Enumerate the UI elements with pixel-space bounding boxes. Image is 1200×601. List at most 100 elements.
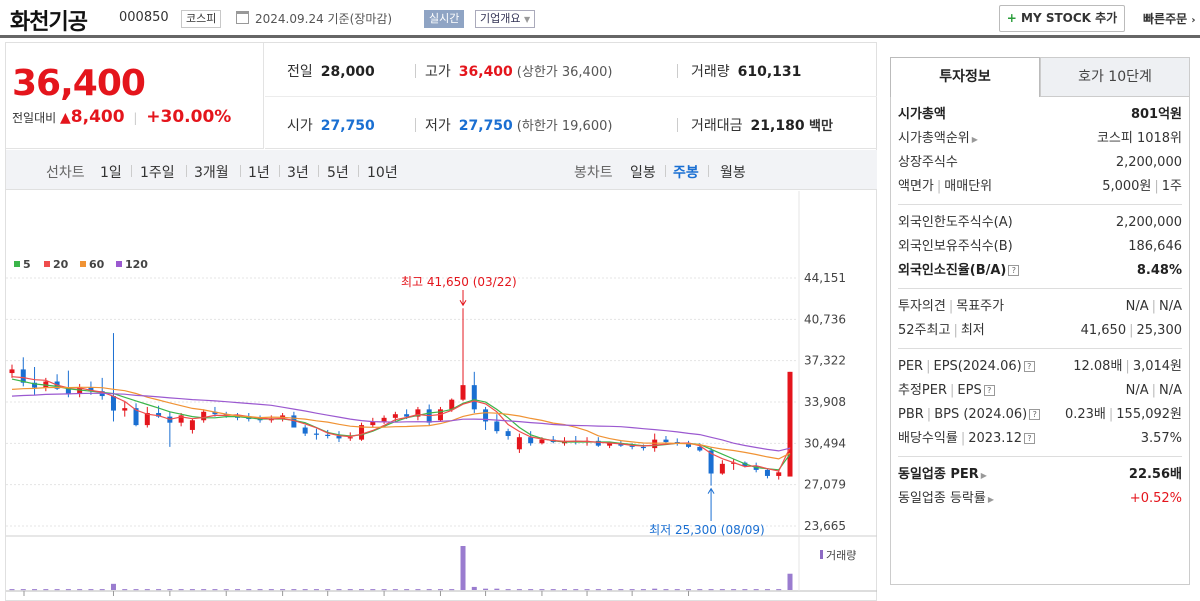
divider: | xyxy=(936,179,942,194)
company-overview-dropdown[interactable]: 기업개요 ▼ xyxy=(475,10,536,28)
candle-weekly[interactable]: 주봉 xyxy=(673,165,699,181)
y-tick-label: 40,736 xyxy=(804,312,846,326)
chevron-down-icon: ▼ xyxy=(523,15,531,24)
y-tick-label: 27,079 xyxy=(804,478,846,492)
pbr-row: PBR | BPS (2024.06)? 0.23배 | 155,092원 xyxy=(898,403,1182,427)
period-1w[interactable]: 1주일 xyxy=(140,165,175,181)
candle-body xyxy=(742,462,748,467)
candle-body xyxy=(291,415,297,428)
company-overview-label: 기업개요 xyxy=(480,12,521,25)
volume-value: 610,131 xyxy=(737,64,802,80)
volume-bar xyxy=(65,589,71,591)
candle-body xyxy=(539,439,545,444)
ma120-line xyxy=(11,392,791,452)
divider xyxy=(665,165,666,177)
volume-legend-label: 거래량 xyxy=(826,549,856,562)
opinion-label: 투자의견 xyxy=(898,299,946,314)
candle-daily[interactable]: 일봉 xyxy=(630,165,656,181)
add-mystock-button[interactable]: + MY STOCK 추가 xyxy=(999,5,1125,32)
foreign-group: 외국인한도주식수(A) 2,200,000 외국인보유주식수(B) 186,646 … xyxy=(898,205,1182,289)
per-row: PER | EPS(2024.06)? 12.08배 | 3,014원 xyxy=(898,355,1182,379)
divider xyxy=(240,165,241,177)
price-chart[interactable]: 5 20 60 120 44,151 40,736 37,322 33,908 30,494 27… xyxy=(6,191,877,601)
candle-body xyxy=(516,437,522,450)
help-icon[interactable]: ? xyxy=(1029,409,1041,420)
divider xyxy=(279,165,280,177)
foreign-limit-value: 2,200,000 xyxy=(1115,215,1182,230)
par-label: 액면가 xyxy=(898,179,934,194)
shares-row: 상장주식수 2,200,000 xyxy=(898,151,1182,175)
est-per-row: 추정PER | EPS? N/A | N/A xyxy=(898,379,1182,403)
foreign-hold-value: 186,646 xyxy=(1128,239,1182,254)
base-date: 2024.09.24 기준(장마감) xyxy=(255,12,393,26)
candle-body xyxy=(764,469,770,476)
par-value: 5,000원 xyxy=(1102,179,1152,194)
triangle-right-icon[interactable]: ▶ xyxy=(971,135,978,144)
legend-label-120: 120 xyxy=(125,258,148,271)
candle-body xyxy=(336,435,342,439)
candle-body xyxy=(776,472,782,476)
live-button[interactable]: 실시간 xyxy=(424,10,465,28)
volume-bar xyxy=(54,589,60,591)
shares-label: 상장주식수 xyxy=(898,155,958,170)
volume-bar xyxy=(178,589,184,591)
foreign-rate-value: 8.48% xyxy=(1136,263,1182,278)
volume-bar xyxy=(640,589,646,591)
candle-body xyxy=(9,369,15,374)
volume-bar xyxy=(223,589,229,591)
divider: | xyxy=(1154,179,1159,194)
w52-row: 52주최고 | 최저 41,650 | 25,300 xyxy=(898,319,1182,343)
change-amount: 8,400 xyxy=(70,107,125,127)
volume-bar xyxy=(607,589,613,591)
prev-close-label: 전일 xyxy=(287,64,313,80)
volume-bar xyxy=(359,589,365,591)
divider: | xyxy=(926,359,931,374)
candle-monthly[interactable]: 월봉 xyxy=(720,165,746,181)
period-5y[interactable]: 5년 xyxy=(327,165,349,181)
market-cap-group: 시가총액 801억원 시가총액순위 ▶ 코스피 1018위 상장주식수 2,200,00… xyxy=(898,97,1182,205)
dividend-period: 2023.12 xyxy=(968,431,1022,446)
volume-legend-swatch xyxy=(820,550,823,559)
triangle-right-icon[interactable]: ▶ xyxy=(980,471,987,480)
valuation-group: PER | EPS(2024.06)? 12.08배 | 3,014원 추정PER | EPS… xyxy=(898,349,1182,457)
stock-code: 000850 xyxy=(119,10,169,25)
shares-value: 2,200,000 xyxy=(1115,155,1182,170)
tab-invest-info[interactable]: 투자정보 xyxy=(890,57,1040,97)
candle-body xyxy=(313,433,319,435)
volume-bar xyxy=(573,589,579,591)
period-3m[interactable]: 3개월 xyxy=(194,165,229,181)
market-cap-rank-row: 시가총액순위 ▶ 코스피 1018위 xyxy=(898,127,1182,151)
help-icon[interactable]: ? xyxy=(1023,433,1035,444)
period-10y[interactable]: 10년 xyxy=(367,165,398,181)
line-chart-heading: 선차트 xyxy=(46,165,85,181)
lower-limit: (하한가 19,600) xyxy=(516,119,613,134)
help-icon[interactable]: ? xyxy=(1023,361,1035,372)
period-1d[interactable]: 1일 xyxy=(100,165,122,181)
candle-body xyxy=(122,408,128,411)
quick-order-button[interactable]: 빠른주문 › xyxy=(1143,10,1195,27)
legend-label-20: 20 xyxy=(53,258,69,271)
legend-swatch-120 xyxy=(116,261,122,267)
volume-bar xyxy=(742,589,748,591)
foreign-hold-label: 외국인보유주식수(B) xyxy=(898,239,1013,254)
volume-bar xyxy=(189,589,195,591)
price-change: 전일대비 ▲8,400 | +30.00% xyxy=(12,107,231,127)
divider xyxy=(415,64,416,78)
volume-bar xyxy=(167,589,173,591)
help-icon[interactable]: ? xyxy=(1008,265,1020,276)
tab-orderbook[interactable]: 호가 10단계 xyxy=(1040,57,1190,97)
trade-amount-unit: 백만 xyxy=(809,119,833,134)
divider: | xyxy=(950,383,955,398)
price-chart-panel: 36,400 전일대비 ▲8,400 | +30.00% 전일 28,000 고가… xyxy=(5,42,877,601)
period-3y[interactable]: 3년 xyxy=(287,165,309,181)
trade-unit-value: 1주 xyxy=(1161,179,1182,194)
help-icon[interactable]: ? xyxy=(983,385,995,396)
period-1y[interactable]: 1년 xyxy=(248,165,270,181)
triangle-right-icon[interactable]: ▶ xyxy=(987,495,995,504)
volume-bar xyxy=(110,583,116,590)
volume-bar xyxy=(246,589,252,591)
volume-bar xyxy=(618,589,624,591)
foreign-limit-row: 외국인한도주식수(A) 2,200,000 xyxy=(898,211,1182,235)
volume-bar xyxy=(674,589,680,591)
candle-body xyxy=(471,385,477,410)
